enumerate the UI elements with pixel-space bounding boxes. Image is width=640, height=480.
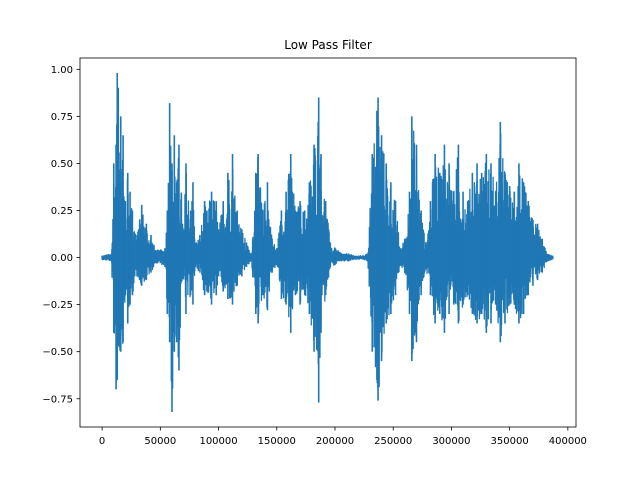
y-tick-label: 1.00	[51, 65, 73, 76]
x-tick-label: 250000	[374, 436, 412, 447]
x-axis: 0 50000 100000 150000 200000 250000 300000 3500…	[99, 427, 587, 447]
x-tick-label: 300000	[432, 436, 470, 447]
y-tick-label: 0.00	[51, 253, 73, 264]
plot-area	[101, 73, 554, 412]
x-tick-label: 150000	[258, 436, 296, 447]
x-tick-label: 100000	[199, 436, 237, 447]
y-tick-label: −0.25	[42, 300, 73, 311]
y-tick-label: −0.75	[42, 394, 73, 405]
y-tick-label: 0.25	[51, 206, 73, 217]
y-tick-label: 0.75	[51, 112, 73, 123]
y-axis: −0.75 −0.50 −0.25 0.00 0.25 0.50 0.75 1.00	[42, 65, 80, 405]
chart-title: Low Pass Filter	[284, 38, 372, 52]
x-tick-label: 400000	[549, 436, 587, 447]
x-tick-label: 350000	[491, 436, 529, 447]
y-tick-label: 0.50	[51, 159, 73, 170]
y-tick-label: −0.50	[42, 347, 73, 358]
x-tick-label: 200000	[316, 436, 354, 447]
plot-frame	[79, 57, 577, 428]
x-tick-label: 50000	[144, 436, 176, 447]
x-tick-label: 0	[99, 436, 105, 447]
